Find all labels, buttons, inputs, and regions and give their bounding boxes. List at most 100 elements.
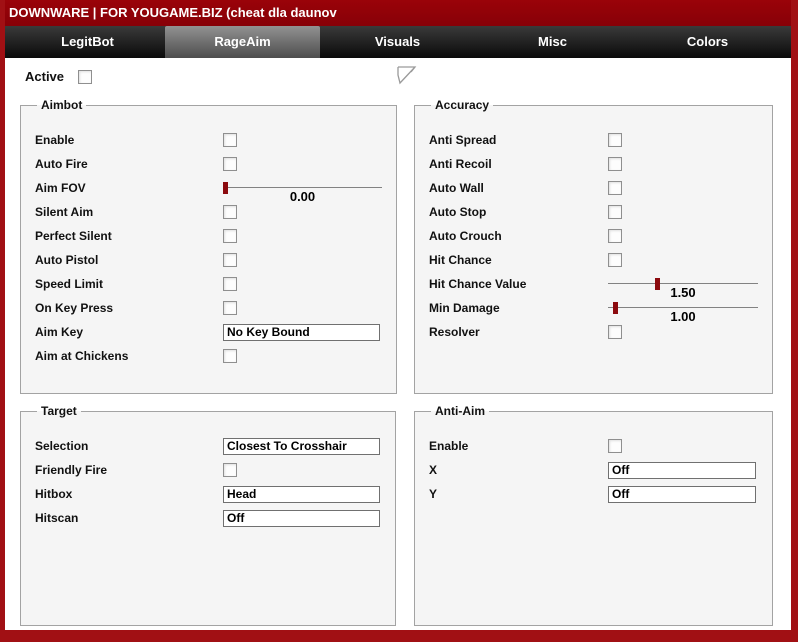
row-aim-fov: Aim FOV 0.00	[35, 176, 382, 204]
active-label: Active	[25, 69, 65, 84]
antiaim-enable-label: Enable	[429, 439, 469, 453]
content-area: Active Aimbot Enable Auto Fire Aim FOV	[5, 58, 791, 630]
group-target: Target Selection Friendly Fire Hitbox Hi…	[20, 404, 396, 626]
tab-colors[interactable]: Colors	[686, 34, 729, 49]
hit-chance-checkbox[interactable]	[608, 253, 622, 267]
aim-key-label: Aim Key	[35, 325, 84, 339]
row-anti-recoil: Anti Recoil	[429, 152, 758, 176]
perfect-silent-label: Perfect Silent	[35, 229, 112, 243]
row-hit-chance: Hit Chance	[429, 248, 758, 272]
auto-fire-label: Auto Fire	[35, 157, 88, 171]
hitscan-select[interactable]	[223, 509, 380, 527]
group-accuracy: Accuracy Anti Spread Anti Recoil Auto Wa…	[414, 98, 773, 394]
hitbox-label: Hitbox	[35, 487, 73, 501]
tab-misc[interactable]: Misc	[538, 34, 567, 49]
slider-track	[223, 187, 382, 188]
row-antiaim-x: X	[429, 458, 758, 482]
min-damage-slider[interactable]: 1.00	[608, 296, 758, 324]
group-aimbot-title: Aimbot	[41, 98, 83, 112]
on-key-press-checkbox[interactable]	[223, 301, 237, 315]
antiaim-y-select[interactable]	[608, 485, 756, 503]
row-min-damage: Min Damage 1.00	[429, 296, 758, 324]
row-antiaim-enable: Enable	[429, 434, 758, 458]
antiaim-enable-checkbox[interactable]	[608, 439, 622, 453]
auto-crouch-checkbox[interactable]	[608, 229, 622, 243]
group-anti-aim: Anti-Aim Enable X Y	[414, 404, 773, 626]
slider-handle[interactable]	[223, 182, 228, 194]
silent-aim-label: Silent Aim	[35, 205, 94, 219]
auto-stop-label: Auto Stop	[429, 205, 487, 219]
auto-fire-checkbox[interactable]	[223, 157, 237, 171]
row-enable: Enable	[35, 128, 382, 152]
antiaim-y-label: Y	[429, 487, 438, 501]
min-damage-value: 1.00	[670, 309, 696, 324]
aim-at-chickens-label: Aim at Chickens	[35, 349, 129, 363]
hit-chance-value-label: Hit Chance Value	[429, 277, 527, 291]
row-auto-fire: Auto Fire	[35, 152, 382, 176]
row-hit-chance-value: Hit Chance Value 1.50	[429, 272, 758, 300]
hit-chance-label: Hit Chance	[429, 253, 492, 267]
row-friendly-fire: Friendly Fire	[35, 458, 381, 482]
tab-bar: LegitBot RageAim Visuals Misc Colors	[5, 26, 791, 58]
friendly-fire-checkbox[interactable]	[223, 463, 237, 477]
group-aimbot: Aimbot Enable Auto Fire Aim FOV 0.00 Sil…	[20, 98, 397, 394]
row-perfect-silent: Perfect Silent	[35, 224, 382, 248]
enable-label: Enable	[35, 133, 75, 147]
auto-crouch-label: Auto Crouch	[429, 229, 502, 243]
titlebar[interactable]: DOWNWARE | FOR YOUGAME.BIZ (cheat dla da…	[5, 0, 791, 26]
anti-spread-checkbox[interactable]	[608, 133, 622, 147]
group-target-title: Target	[41, 404, 77, 418]
hit-chance-value-value: 1.50	[670, 285, 696, 300]
auto-pistol-label: Auto Pistol	[35, 253, 99, 267]
auto-wall-checkbox[interactable]	[608, 181, 622, 195]
hitscan-label: Hitscan	[35, 511, 79, 525]
tab-visuals[interactable]: Visuals	[374, 34, 421, 49]
aim-fov-label: Aim FOV	[35, 181, 86, 195]
group-accuracy-title: Accuracy	[435, 98, 490, 112]
slider-handle[interactable]	[612, 302, 618, 314]
active-row: Active	[25, 69, 93, 84]
row-silent-aim: Silent Aim	[35, 200, 382, 224]
selection-label: Selection	[35, 439, 89, 453]
aim-at-chickens-checkbox[interactable]	[223, 349, 237, 363]
row-antiaim-y: Y	[429, 482, 758, 506]
resolver-checkbox[interactable]	[608, 325, 622, 339]
hit-chance-value-slider[interactable]: 1.50	[608, 272, 758, 300]
row-auto-crouch: Auto Crouch	[429, 224, 758, 248]
enable-checkbox[interactable]	[223, 133, 237, 147]
row-on-key-press: On Key Press	[35, 296, 382, 320]
row-selection: Selection	[35, 434, 381, 458]
hitbox-select[interactable]	[223, 485, 380, 503]
aim-key-input[interactable]	[223, 323, 380, 341]
min-damage-label: Min Damage	[429, 301, 500, 315]
auto-pistol-checkbox[interactable]	[223, 253, 237, 267]
speed-limit-checkbox[interactable]	[223, 277, 237, 291]
anti-recoil-checkbox[interactable]	[608, 157, 622, 171]
resolver-label: Resolver	[429, 325, 480, 339]
slider-handle[interactable]	[654, 278, 660, 290]
tab-rageaim[interactable]: RageAim	[165, 26, 320, 58]
row-anti-spread: Anti Spread	[429, 128, 758, 152]
slider-track	[608, 307, 758, 308]
auto-stop-checkbox[interactable]	[608, 205, 622, 219]
selection-select[interactable]	[223, 437, 380, 455]
slider-track	[608, 283, 758, 284]
row-resolver: Resolver	[429, 320, 758, 344]
aim-fov-value: 0.00	[289, 189, 316, 204]
speed-limit-label: Speed Limit	[35, 277, 104, 291]
antiaim-x-select[interactable]	[608, 461, 756, 479]
on-key-press-label: On Key Press	[35, 301, 114, 315]
group-anti-aim-title: Anti-Aim	[435, 404, 485, 418]
tab-legitbot[interactable]: LegitBot	[61, 34, 114, 49]
row-hitscan: Hitscan	[35, 506, 381, 530]
active-checkbox[interactable]	[78, 69, 93, 84]
aim-fov-slider[interactable]: 0.00	[223, 176, 382, 204]
row-auto-pistol: Auto Pistol	[35, 248, 382, 272]
silent-aim-checkbox[interactable]	[223, 205, 237, 219]
anti-recoil-label: Anti Recoil	[429, 157, 492, 171]
perfect-silent-checkbox[interactable]	[223, 229, 237, 243]
row-auto-wall: Auto Wall	[429, 176, 758, 200]
friendly-fire-label: Friendly Fire	[35, 463, 108, 477]
antiaim-x-label: X	[429, 463, 438, 477]
